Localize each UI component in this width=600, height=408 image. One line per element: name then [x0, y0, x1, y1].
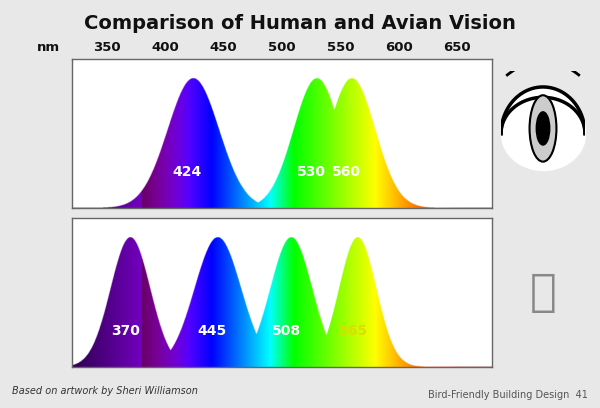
Circle shape [530, 95, 556, 162]
Text: 🕊: 🕊 [530, 271, 556, 314]
Text: 370: 370 [111, 324, 140, 338]
Text: 650: 650 [443, 42, 471, 54]
Text: 530: 530 [296, 165, 326, 179]
Text: 450: 450 [210, 42, 238, 54]
Text: 500: 500 [268, 42, 296, 54]
Text: 565: 565 [338, 324, 368, 338]
Text: 350: 350 [93, 42, 121, 54]
Text: 445: 445 [197, 324, 227, 338]
Text: nm: nm [37, 42, 61, 54]
Text: 508: 508 [272, 324, 301, 338]
Text: Bird-Friendly Building Design  41: Bird-Friendly Building Design 41 [428, 390, 588, 400]
Text: 400: 400 [151, 42, 179, 54]
Text: Based on artwork by Sheri Williamson: Based on artwork by Sheri Williamson [12, 386, 198, 396]
Circle shape [536, 112, 550, 145]
Text: 424: 424 [172, 165, 202, 179]
Text: 560: 560 [332, 165, 361, 179]
Text: 550: 550 [326, 42, 354, 54]
Text: Comparison of Human and Avian Vision: Comparison of Human and Avian Vision [84, 14, 516, 33]
Text: 600: 600 [385, 42, 413, 54]
